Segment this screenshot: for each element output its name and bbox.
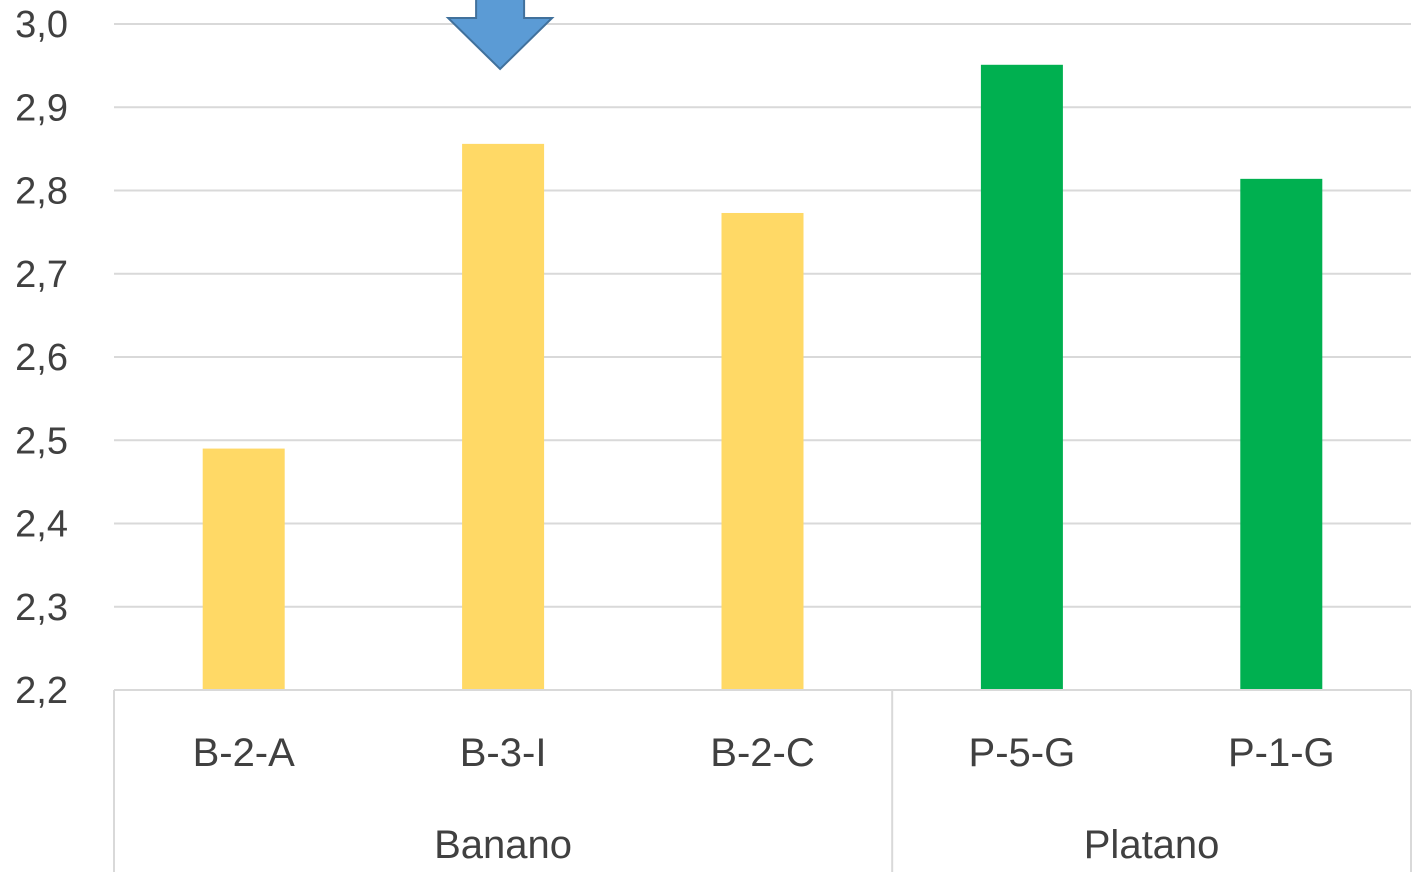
bar-p-5-g	[980, 64, 1063, 691]
y-tick-label: 2,9	[15, 87, 68, 129]
down-arrow-icon	[445, 0, 555, 71]
annotations	[445, 0, 555, 71]
category-label: B-2-A	[193, 731, 296, 775]
bar-b-2-a	[202, 448, 285, 690]
y-tick-label: 2,6	[15, 337, 68, 379]
bar-p-1-g	[1240, 178, 1323, 690]
y-axis-ticks: 2,2 2,3 2,4 2,5 2,6 2,7 2,8 2,9 3,0	[15, 4, 68, 712]
category-label: B-2-C	[710, 731, 814, 775]
y-tick-label: 2,5	[15, 420, 68, 462]
group-labels: Banano Platano	[434, 823, 1219, 867]
category-label: P-5-G	[969, 731, 1076, 775]
category-axis	[113, 689, 1412, 872]
y-tick-label: 2,3	[15, 587, 68, 629]
category-labels: B-2-A B-3-I B-2-C P-5-G P-1-G	[193, 731, 1335, 775]
y-tick-label: 2,2	[15, 670, 68, 712]
category-label: B-3-I	[460, 731, 547, 775]
bar-b-2-c	[721, 212, 804, 691]
y-tick-label: 2,4	[15, 504, 68, 546]
y-tick-label: 2,7	[15, 254, 68, 296]
category-label: P-1-G	[1228, 731, 1335, 775]
group-label-banano: Banano	[434, 823, 572, 867]
y-tick-label: 3,0	[15, 4, 68, 46]
y-tick-label: 2,8	[15, 171, 68, 213]
bars	[202, 64, 1323, 691]
bar-b-3-i	[462, 143, 545, 690]
group-label-platano: Platano	[1084, 823, 1220, 867]
